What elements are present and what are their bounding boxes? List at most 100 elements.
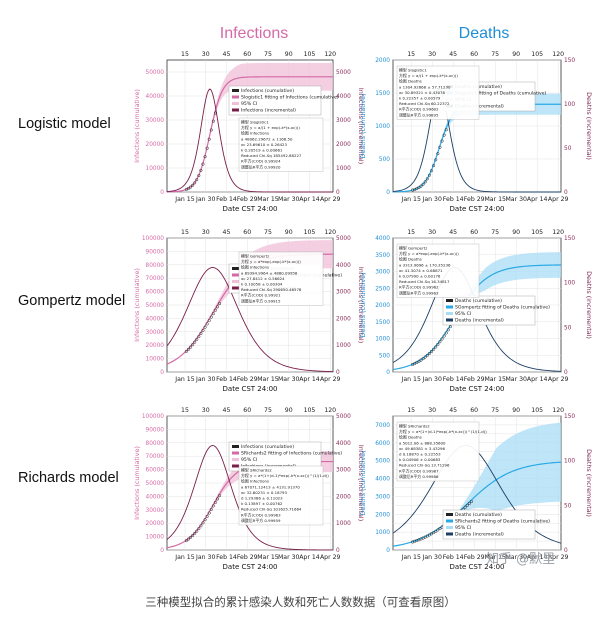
fit-table-row: a 3313.9696 ± 170.35236 [399, 262, 451, 267]
fit-table-row: k 0.13897 ± 0.00762 [241, 501, 283, 506]
y-left-tick-label: 1500 [375, 91, 390, 97]
y-right-tick-label: 5000 [336, 236, 351, 242]
y-left-tick-label: 80000 [146, 263, 165, 269]
date-tick-label: Apr 14 [299, 196, 320, 203]
observed-point [195, 529, 199, 533]
fit-table-row: Reduced Chi-Sq 13.71296 [399, 463, 450, 468]
y-right-axis-label: Deaths (incremental) [585, 271, 593, 339]
y-right-axis-label: Deaths (incremental) [585, 449, 593, 517]
fit-table-row: 模型 Slogistic1 [241, 120, 269, 125]
observed-point [205, 146, 209, 150]
observed-point [184, 349, 188, 354]
fit-table-row: xc 49.68381 ± 3.43296 [399, 446, 446, 451]
top-tick-label: 105 [531, 407, 543, 414]
y-left-tick-label: 30000 [146, 118, 165, 124]
y-left-axis-label: Infections (cumulative) [133, 268, 141, 342]
y-left-tick-label: 100000 [142, 414, 164, 420]
legend-entry: 95% CI [455, 311, 471, 317]
observed-point [209, 507, 213, 512]
fit-table-box [238, 117, 324, 172]
legend-entry: Deaths (cumulative) [455, 512, 502, 518]
top-tick-label: 60 [243, 229, 251, 236]
y-left-tick-label: 70000 [146, 276, 165, 282]
date-tick-label: Mar 15 [484, 554, 506, 561]
fit-table-row: 调整后R平方 0.99920 [241, 164, 281, 169]
date-tick-label: Feb 14 [216, 376, 237, 383]
observed-point [201, 328, 205, 332]
observed-point [429, 169, 434, 173]
top-tick-label: 75 [264, 229, 272, 236]
fit-table-box [238, 251, 324, 306]
legend-entry: 95% CI [241, 101, 257, 107]
y-left-axis-label: Deaths (cumulative) [359, 93, 367, 158]
observed-point [427, 173, 431, 177]
observed-point [427, 351, 431, 356]
observed-point [444, 128, 448, 132]
legend-swatch [232, 458, 239, 461]
fit-table-row: a 67071.12413 ± 4131.91370 [241, 484, 300, 489]
legend-swatch [446, 532, 453, 536]
observed-point [207, 511, 211, 515]
top-tick-label: 75 [491, 407, 499, 414]
y-right-tick-label: 150 [564, 414, 575, 420]
y-right-tick-label: 50 [564, 146, 572, 152]
observed-point [205, 514, 209, 518]
y-right-tick-label: 2000 [336, 316, 351, 322]
top-tick-label: 120 [324, 407, 336, 414]
incremental-line [166, 445, 334, 551]
legend-entry: SRichards2 fitting of Deaths (cumulative… [455, 519, 550, 525]
y-right-tick-label: 0 [336, 370, 340, 376]
date-tick-label: Feb 29 [464, 376, 485, 383]
fit-table-row: Reduced Chi-Sq 101625.71664 [241, 507, 302, 512]
top-tick-label: 45 [449, 407, 457, 414]
fit-table-row: 方程 y = a*exp(-exp(-k*(x-xc))) [399, 251, 459, 256]
fit-table-row: R平方(COD) 0.99602 [399, 107, 439, 112]
top-tick-label: 60 [470, 407, 478, 414]
legend-box [442, 295, 536, 326]
observed-point [205, 322, 209, 326]
date-tick-label: Feb 14 [216, 554, 237, 561]
y-left-tick-label: 0 [386, 190, 390, 196]
incremental-line [166, 88, 333, 193]
y-left-tick-label: 4000 [375, 477, 390, 483]
observed-point [184, 539, 188, 543]
y-left-tick-label: 7000 [375, 423, 390, 429]
observed-point [193, 531, 197, 535]
incremental-line [392, 88, 561, 193]
y-right-tick-label: 1000 [336, 521, 351, 527]
legend-swatch [232, 102, 239, 105]
legend-swatch [232, 95, 239, 99]
top-tick-label: 90 [512, 407, 520, 414]
date-tick-label: Mar 30 [505, 376, 527, 383]
observed-point [440, 139, 444, 143]
observed-point [193, 340, 197, 344]
y-left-tick-label: 1000 [375, 530, 390, 536]
legend-entry: SRichards2 fitting of Infections (cumula… [241, 451, 342, 457]
row-title-gompertz: Gompertz model [18, 293, 125, 309]
y-right-axis-label: Infections (incremental) [357, 267, 365, 343]
top-tick-label: 105 [304, 229, 316, 236]
top-tick-label: 120 [324, 229, 336, 236]
y-right-tick-label: 4000 [336, 441, 351, 447]
top-tick-label: 30 [428, 51, 436, 58]
y-right-axis-label: Infections (incremental) [357, 445, 365, 521]
observed-point [436, 528, 440, 532]
y-right-tick-label: 150 [564, 236, 575, 242]
top-tick-label: 45 [449, 51, 457, 58]
date-tick-label: Feb 14 [443, 196, 464, 203]
date-tick-label: Feb 29 [237, 196, 258, 203]
observed-point [188, 185, 193, 189]
fit-table-row: d 0.16870 ± 0.22553 [399, 452, 441, 457]
top-tick-label: 120 [324, 51, 336, 58]
observed-point [436, 152, 440, 156]
date-tick-label: Feb 14 [443, 376, 464, 383]
date-tick-label: Jan 15 [401, 554, 421, 561]
observed-point [213, 111, 217, 115]
cumulative-fit-line [166, 76, 333, 193]
legend-swatch [446, 513, 453, 516]
y-right-tick-label: 100 [564, 281, 575, 287]
panel-logistic-deaths: Jan 15 Jan 30 Feb 14 Feb 29 Mar 15 Mar 30 Apr … [359, 51, 593, 213]
y-right-tick-label: 50 [564, 325, 572, 331]
top-tick-label: 30 [428, 229, 436, 236]
